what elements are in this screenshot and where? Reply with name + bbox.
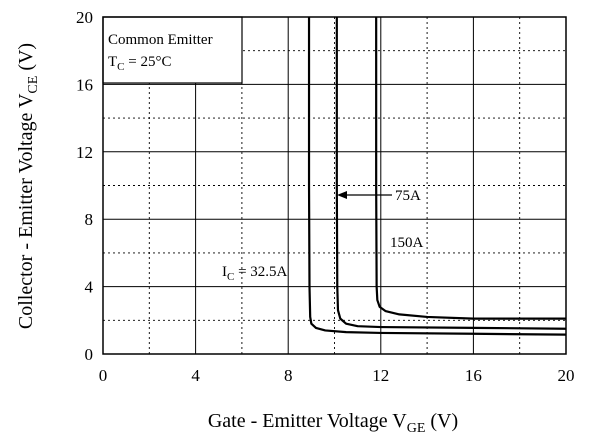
x-tick-label: 12 [372, 366, 389, 385]
y-tick-label: 8 [85, 210, 94, 229]
tick-layer: 0 4 8 12 16 20 0 4 8 12 16 20 [76, 8, 575, 385]
y-axis-label-tail: (V) [15, 43, 37, 76]
legend-line2: TC = 25°C [108, 54, 171, 73]
legend-line1: Common Emitter [108, 32, 213, 48]
plot-frame [102, 16, 567, 355]
x-tick-label: 8 [284, 366, 293, 385]
annotation-ic-main: I [222, 264, 227, 280]
legend-line2-tail: = 25°C [125, 54, 172, 70]
annotation-150a: 150A [390, 235, 424, 251]
annotation-ic-sub: C [227, 271, 234, 283]
x-axis-label-sub: GE [407, 421, 426, 436]
x-tick-label: 0 [99, 366, 108, 385]
y-tick-label: 16 [76, 75, 93, 94]
x-tick-label: 4 [191, 366, 200, 385]
grid-layer [103, 17, 566, 354]
y-axis-label: Collector - Emitter Voltage VCE (V) [15, 43, 41, 329]
legend-line2-main: T [108, 54, 117, 70]
y-tick-label: 20 [76, 8, 93, 27]
x-axis-label: Gate - Emitter Voltage VGE (V) [208, 410, 458, 436]
series-line-2 [375, 17, 566, 320]
x-tick-label: 20 [558, 366, 575, 385]
y-axis-label-sub: CE [26, 76, 41, 94]
series-layer [307, 17, 567, 336]
y-tick-label: 4 [85, 278, 94, 297]
annotation-ic-32-5a: IC = 32.5A [222, 264, 288, 283]
x-tick-label: 16 [465, 366, 482, 385]
y-axis-label-main: Collector - Emitter Voltage V [15, 93, 37, 329]
series-line-1 [335, 17, 567, 330]
legend-box [102, 16, 243, 84]
annotation-ic-tail: = 32.5A [234, 264, 287, 280]
legend-line2-sub: C [117, 61, 124, 73]
x-axis-label-tail: (V) [425, 410, 458, 432]
x-axis-label-main: Gate - Emitter Voltage V [208, 410, 407, 432]
annotation-75a: 75A [395, 188, 421, 204]
y-tick-label: 0 [85, 345, 94, 364]
annotation-75a-arrowhead [337, 191, 347, 199]
y-tick-label: 12 [76, 143, 93, 162]
series-line-0 [307, 17, 567, 336]
